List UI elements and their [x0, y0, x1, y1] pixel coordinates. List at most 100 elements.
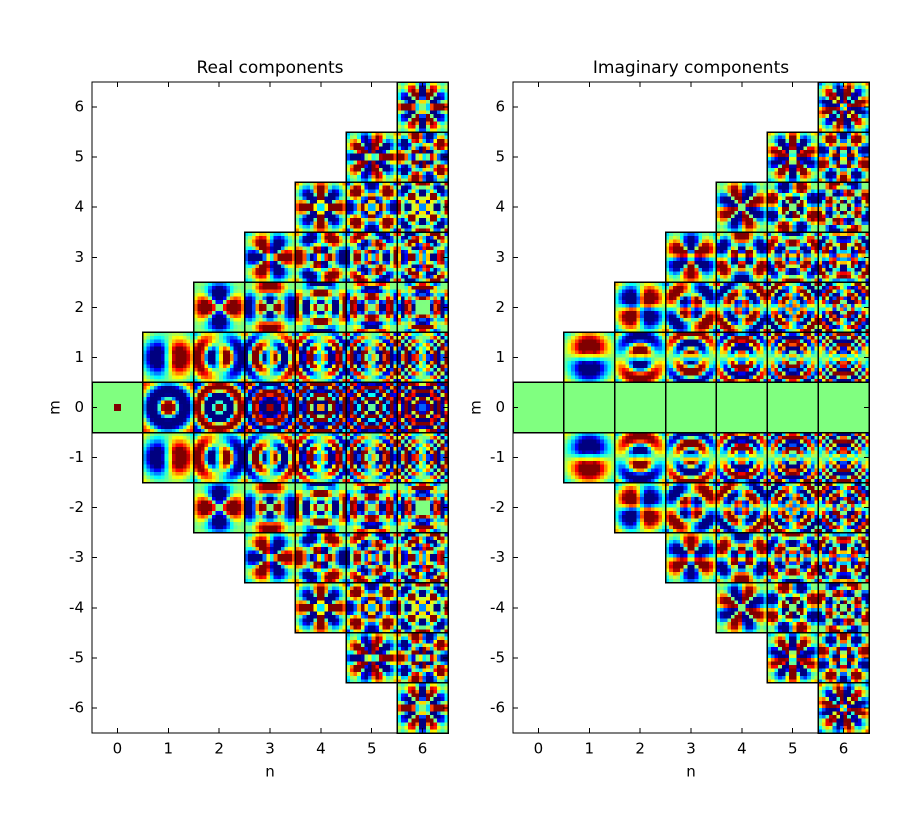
tile-pixel — [321, 268, 325, 272]
tile-pixel — [266, 257, 270, 261]
tile-pixel — [234, 289, 238, 293]
tile-pixel — [136, 400, 140, 404]
tile-pixel — [165, 375, 169, 379]
tile-pixel — [332, 264, 336, 268]
tile-pixel — [277, 565, 281, 569]
tile-pixel — [288, 415, 292, 419]
tile-pixel — [274, 264, 278, 268]
tile-pixel — [176, 454, 180, 458]
tile-pixel — [299, 297, 303, 301]
tile — [92, 382, 143, 433]
tile-pixel — [328, 340, 332, 344]
tile-pixel — [208, 454, 212, 458]
tile-pixel — [114, 393, 118, 397]
tile-pixel — [201, 336, 205, 340]
tile-pixel — [281, 501, 285, 505]
tile-pixel — [317, 454, 321, 458]
tile-pixel — [208, 400, 212, 404]
tile-pixel — [303, 493, 307, 497]
tile-pixel — [310, 515, 314, 519]
tile-pixel — [168, 404, 172, 408]
tile-pixel — [270, 275, 274, 279]
tile-pixel — [234, 518, 238, 522]
tile-pixel — [230, 425, 234, 429]
tile-pixel — [270, 297, 274, 301]
tile-pixel — [281, 322, 285, 326]
tile-pixel — [324, 257, 328, 261]
tile-pixel — [230, 397, 234, 401]
tile-pixel — [179, 357, 183, 361]
tile-pixel — [234, 418, 238, 422]
tile-pixel — [263, 368, 267, 372]
tile-pixel — [157, 472, 161, 476]
tile-pixel — [252, 365, 256, 369]
tile-pixel — [317, 465, 321, 469]
tile-pixel — [321, 336, 325, 340]
tile-pixel — [306, 551, 310, 555]
tile-pixel — [339, 400, 343, 404]
tile-pixel — [314, 626, 318, 630]
tile-pixel — [306, 222, 310, 226]
tile-pixel — [208, 336, 212, 340]
tile-pixel — [306, 225, 310, 229]
tile-pixel — [303, 551, 307, 555]
tile-pixel — [150, 475, 154, 479]
tile-pixel — [259, 386, 263, 390]
tile-pixel — [270, 475, 274, 479]
tile-pixel — [285, 268, 289, 272]
tile-pixel — [317, 622, 321, 626]
tile-pixel — [277, 465, 281, 469]
tile-pixel — [354, 640, 358, 644]
tile-pixel — [157, 422, 161, 426]
tile-pixel — [332, 189, 336, 193]
tile-pixel — [176, 443, 180, 447]
tile-pixel — [306, 608, 310, 612]
tile-pixel — [324, 626, 328, 630]
tile-pixel — [281, 347, 285, 351]
tile-pixel — [317, 490, 321, 494]
tile-pixel — [324, 304, 328, 308]
tile-pixel — [306, 368, 310, 372]
tile-pixel — [332, 515, 336, 519]
tile-pixel — [324, 408, 328, 412]
tile-pixel — [172, 422, 176, 426]
tile-pixel — [321, 375, 325, 379]
tile-pixel — [285, 558, 289, 562]
tile-pixel — [270, 372, 274, 376]
tile-pixel — [205, 404, 209, 408]
tile-pixel — [212, 522, 216, 526]
tile-pixel — [324, 461, 328, 465]
tile-pixel — [335, 200, 339, 204]
tile-pixel — [157, 447, 161, 451]
tile-pixel — [277, 239, 281, 243]
tile-pixel — [321, 404, 325, 408]
tile-pixel — [317, 368, 321, 372]
tile-pixel — [274, 565, 278, 569]
tile-pixel — [219, 508, 223, 512]
tile-pixel — [306, 408, 310, 412]
tile-pixel — [208, 340, 212, 344]
tile-pixel — [317, 526, 321, 530]
tile-pixel — [277, 540, 281, 544]
tile-pixel — [274, 454, 278, 458]
tile-pixel — [219, 397, 223, 401]
tile-pixel — [314, 393, 318, 397]
tile-pixel — [252, 508, 256, 512]
tile-pixel — [183, 340, 187, 344]
tile-pixel — [339, 536, 343, 540]
tile-pixel — [332, 397, 336, 401]
tile-pixel — [255, 490, 259, 494]
tile-pixel — [219, 493, 223, 497]
tile-pixel — [172, 361, 176, 365]
tile-pixel — [179, 390, 183, 394]
tile-pixel — [299, 261, 303, 265]
tile-pixel — [314, 422, 318, 426]
tile-pixel — [252, 264, 256, 268]
tile-pixel — [219, 307, 223, 311]
tile-pixel — [197, 411, 201, 415]
tile-pixel — [332, 222, 336, 226]
tile-pixel — [321, 454, 325, 458]
tile-pixel — [157, 386, 161, 390]
tile-pixel — [306, 322, 310, 326]
tile-pixel — [277, 472, 281, 476]
